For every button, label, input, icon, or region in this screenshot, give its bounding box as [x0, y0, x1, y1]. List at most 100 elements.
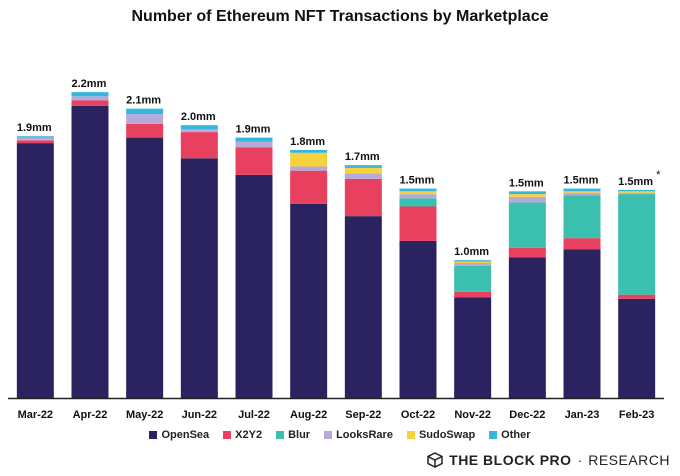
x-tick-label-nov-22: Nov-22 — [454, 409, 491, 421]
legend-swatch-opensea — [149, 431, 158, 439]
legend-item-blur: Blur — [276, 429, 310, 441]
footer-separator: · — [577, 452, 583, 468]
legend-label-other: Other — [501, 429, 531, 441]
legend-label-blur: Blur — [288, 429, 311, 441]
legend-swatch-sudoswap — [406, 431, 415, 439]
bar-segment-looksrare-feb-23 — [618, 192, 656, 195]
bar-segment-opensea-oct-22 — [399, 240, 437, 398]
total-label-aug-22: 1.8mm — [290, 136, 325, 148]
bar-segment-opensea-aug-22 — [290, 203, 328, 398]
bar-segment-x2y2-sep-22 — [344, 178, 382, 217]
total-label-jan-23: 1.5mm — [564, 175, 599, 187]
bar-segment-other-jan-23 — [563, 188, 601, 192]
x-tick-label-jun-22: Jun-22 — [182, 409, 217, 421]
x-tick-label-sep-22: Sep-22 — [345, 409, 381, 421]
x-tick-label-jul-22: Jul-22 — [238, 409, 270, 421]
bar-segment-sudoswap-feb-23 — [618, 191, 656, 193]
bar-segment-looksrare-mar-22 — [16, 137, 54, 141]
legend-swatch-blur — [276, 431, 285, 439]
footer-branding: THE BLOCK PRO · RESEARCH — [427, 452, 670, 468]
legend-item-other: Other — [489, 429, 531, 441]
chart-legend: OpenSea X2Y2 Blur LooksRare SudoSwap Oth… — [0, 429, 680, 441]
bar-segment-sudoswap-nov-22 — [454, 261, 492, 263]
bar-segment-other-feb-23 — [618, 189, 656, 192]
bar-segment-looksrare-apr-22 — [71, 96, 109, 101]
total-label-jun-22: 2.0mm — [181, 111, 216, 123]
bar-segment-looksrare-may-22 — [126, 114, 164, 124]
bar-segment-blur-nov-22 — [454, 265, 492, 292]
bar-segment-sudoswap-dec-22 — [508, 194, 546, 197]
bar-segment-looksrare-oct-22 — [399, 194, 437, 199]
bar-segment-sudoswap-aug-22 — [290, 152, 328, 167]
bar-segment-other-aug-22 — [290, 150, 328, 153]
legend-label-x2y2: X2Y2 — [235, 429, 263, 441]
bar-segment-looksrare-aug-22 — [290, 166, 328, 171]
bar-segment-other-mar-22 — [16, 136, 54, 138]
legend-item-sudoswap: SudoSwap — [406, 429, 476, 441]
bar-segment-other-may-22 — [126, 108, 164, 115]
bar-segment-opensea-dec-22 — [508, 257, 546, 398]
bar-segment-x2y2-nov-22 — [454, 291, 492, 298]
total-label-oct-22: 1.5mm — [400, 175, 435, 187]
x-tick-label-may-22: May-22 — [126, 409, 163, 421]
bar-segment-looksrare-jun-22 — [180, 129, 218, 133]
legend-label-sudoswap: SudoSwap — [418, 429, 476, 441]
total-label-apr-22: 2.2mm — [72, 78, 107, 90]
bar-segment-looksrare-jan-23 — [563, 192, 601, 196]
bar-segment-opensea-feb-23 — [618, 298, 656, 398]
bar-segment-sudoswap-oct-22 — [399, 191, 437, 195]
legend-swatch-x2y2 — [223, 431, 232, 439]
the-block-cube-icon — [427, 452, 443, 468]
legend-swatch-looksrare — [324, 431, 333, 439]
x-tick-label-feb-23: Feb-23 — [619, 409, 654, 421]
x-tick-label-dec-22: Dec-22 — [509, 409, 545, 421]
bar-segment-blur-oct-22 — [399, 198, 437, 207]
bar-segment-other-nov-22 — [454, 260, 492, 262]
stacked-bar-chart: 1.9mm Mar-22 2.2mm Apr-22 2.1mm May-22 2.0mm Ju… — [8, 78, 664, 421]
legend-swatch-other — [489, 431, 498, 439]
bar-segment-blur-feb-23 — [618, 194, 656, 295]
legend-label-opensea: OpenSea — [161, 429, 210, 441]
bar-segment-sudoswap-sep-22 — [344, 167, 382, 174]
legend-item-looksrare: LooksRare — [324, 429, 393, 441]
bar-segment-x2y2-feb-23 — [618, 294, 656, 299]
bar-segment-x2y2-oct-22 — [399, 206, 437, 241]
x-tick-label-apr-22: Apr-22 — [73, 409, 108, 421]
bar-segment-x2y2-jun-22 — [180, 132, 218, 159]
total-label-jul-22: 1.9mm — [236, 124, 271, 136]
x-tick-label-jan-23: Jan-23 — [565, 409, 600, 421]
bar-segment-x2y2-jan-23 — [563, 238, 601, 250]
footer-research: RESEARCH — [588, 452, 670, 468]
legend-item-opensea: OpenSea — [149, 429, 209, 441]
bar-segment-opensea-jan-23 — [563, 249, 601, 398]
bar-segment-other-sep-22 — [344, 165, 382, 168]
bar-segment-x2y2-mar-22 — [16, 140, 54, 144]
bar-segment-looksrare-jul-22 — [235, 141, 273, 148]
bar-segment-opensea-jul-22 — [235, 174, 273, 398]
bar-segment-other-jul-22 — [235, 137, 273, 142]
total-label-sep-22: 1.7mm — [345, 151, 380, 163]
footer-brand: THE BLOCK PRO — [449, 452, 572, 468]
bar-segment-opensea-may-22 — [126, 137, 164, 398]
total-label-nov-22: 1.0mm — [454, 246, 489, 258]
bar-segment-opensea-sep-22 — [344, 216, 382, 398]
bar-segment-opensea-jun-22 — [180, 158, 218, 398]
bar-segment-opensea-mar-22 — [16, 143, 54, 398]
bar-segment-blur-dec-22 — [508, 202, 546, 248]
bar-segment-x2y2-may-22 — [126, 123, 164, 138]
bar-segment-looksrare-dec-22 — [508, 196, 546, 203]
annotation-asterisk: * — [656, 169, 661, 181]
legend-item-x2y2: X2Y2 — [223, 429, 262, 441]
legend-label-looksrare: LooksRare — [336, 429, 393, 441]
bar-segment-x2y2-aug-22 — [290, 170, 328, 204]
bar-segment-x2y2-apr-22 — [71, 100, 109, 106]
bar-segment-opensea-apr-22 — [71, 105, 109, 399]
bar-segment-looksrare-nov-22 — [454, 262, 492, 266]
x-tick-label-aug-22: Aug-22 — [290, 409, 327, 421]
x-tick-label-mar-22: Mar-22 — [18, 409, 53, 421]
x-tick-label-oct-22: Oct-22 — [401, 409, 435, 421]
bar-segment-other-jun-22 — [180, 125, 218, 130]
bar-segment-opensea-nov-22 — [454, 297, 492, 398]
total-label-dec-22: 1.5mm — [509, 177, 544, 189]
total-label-mar-22: 1.9mm — [17, 122, 52, 134]
